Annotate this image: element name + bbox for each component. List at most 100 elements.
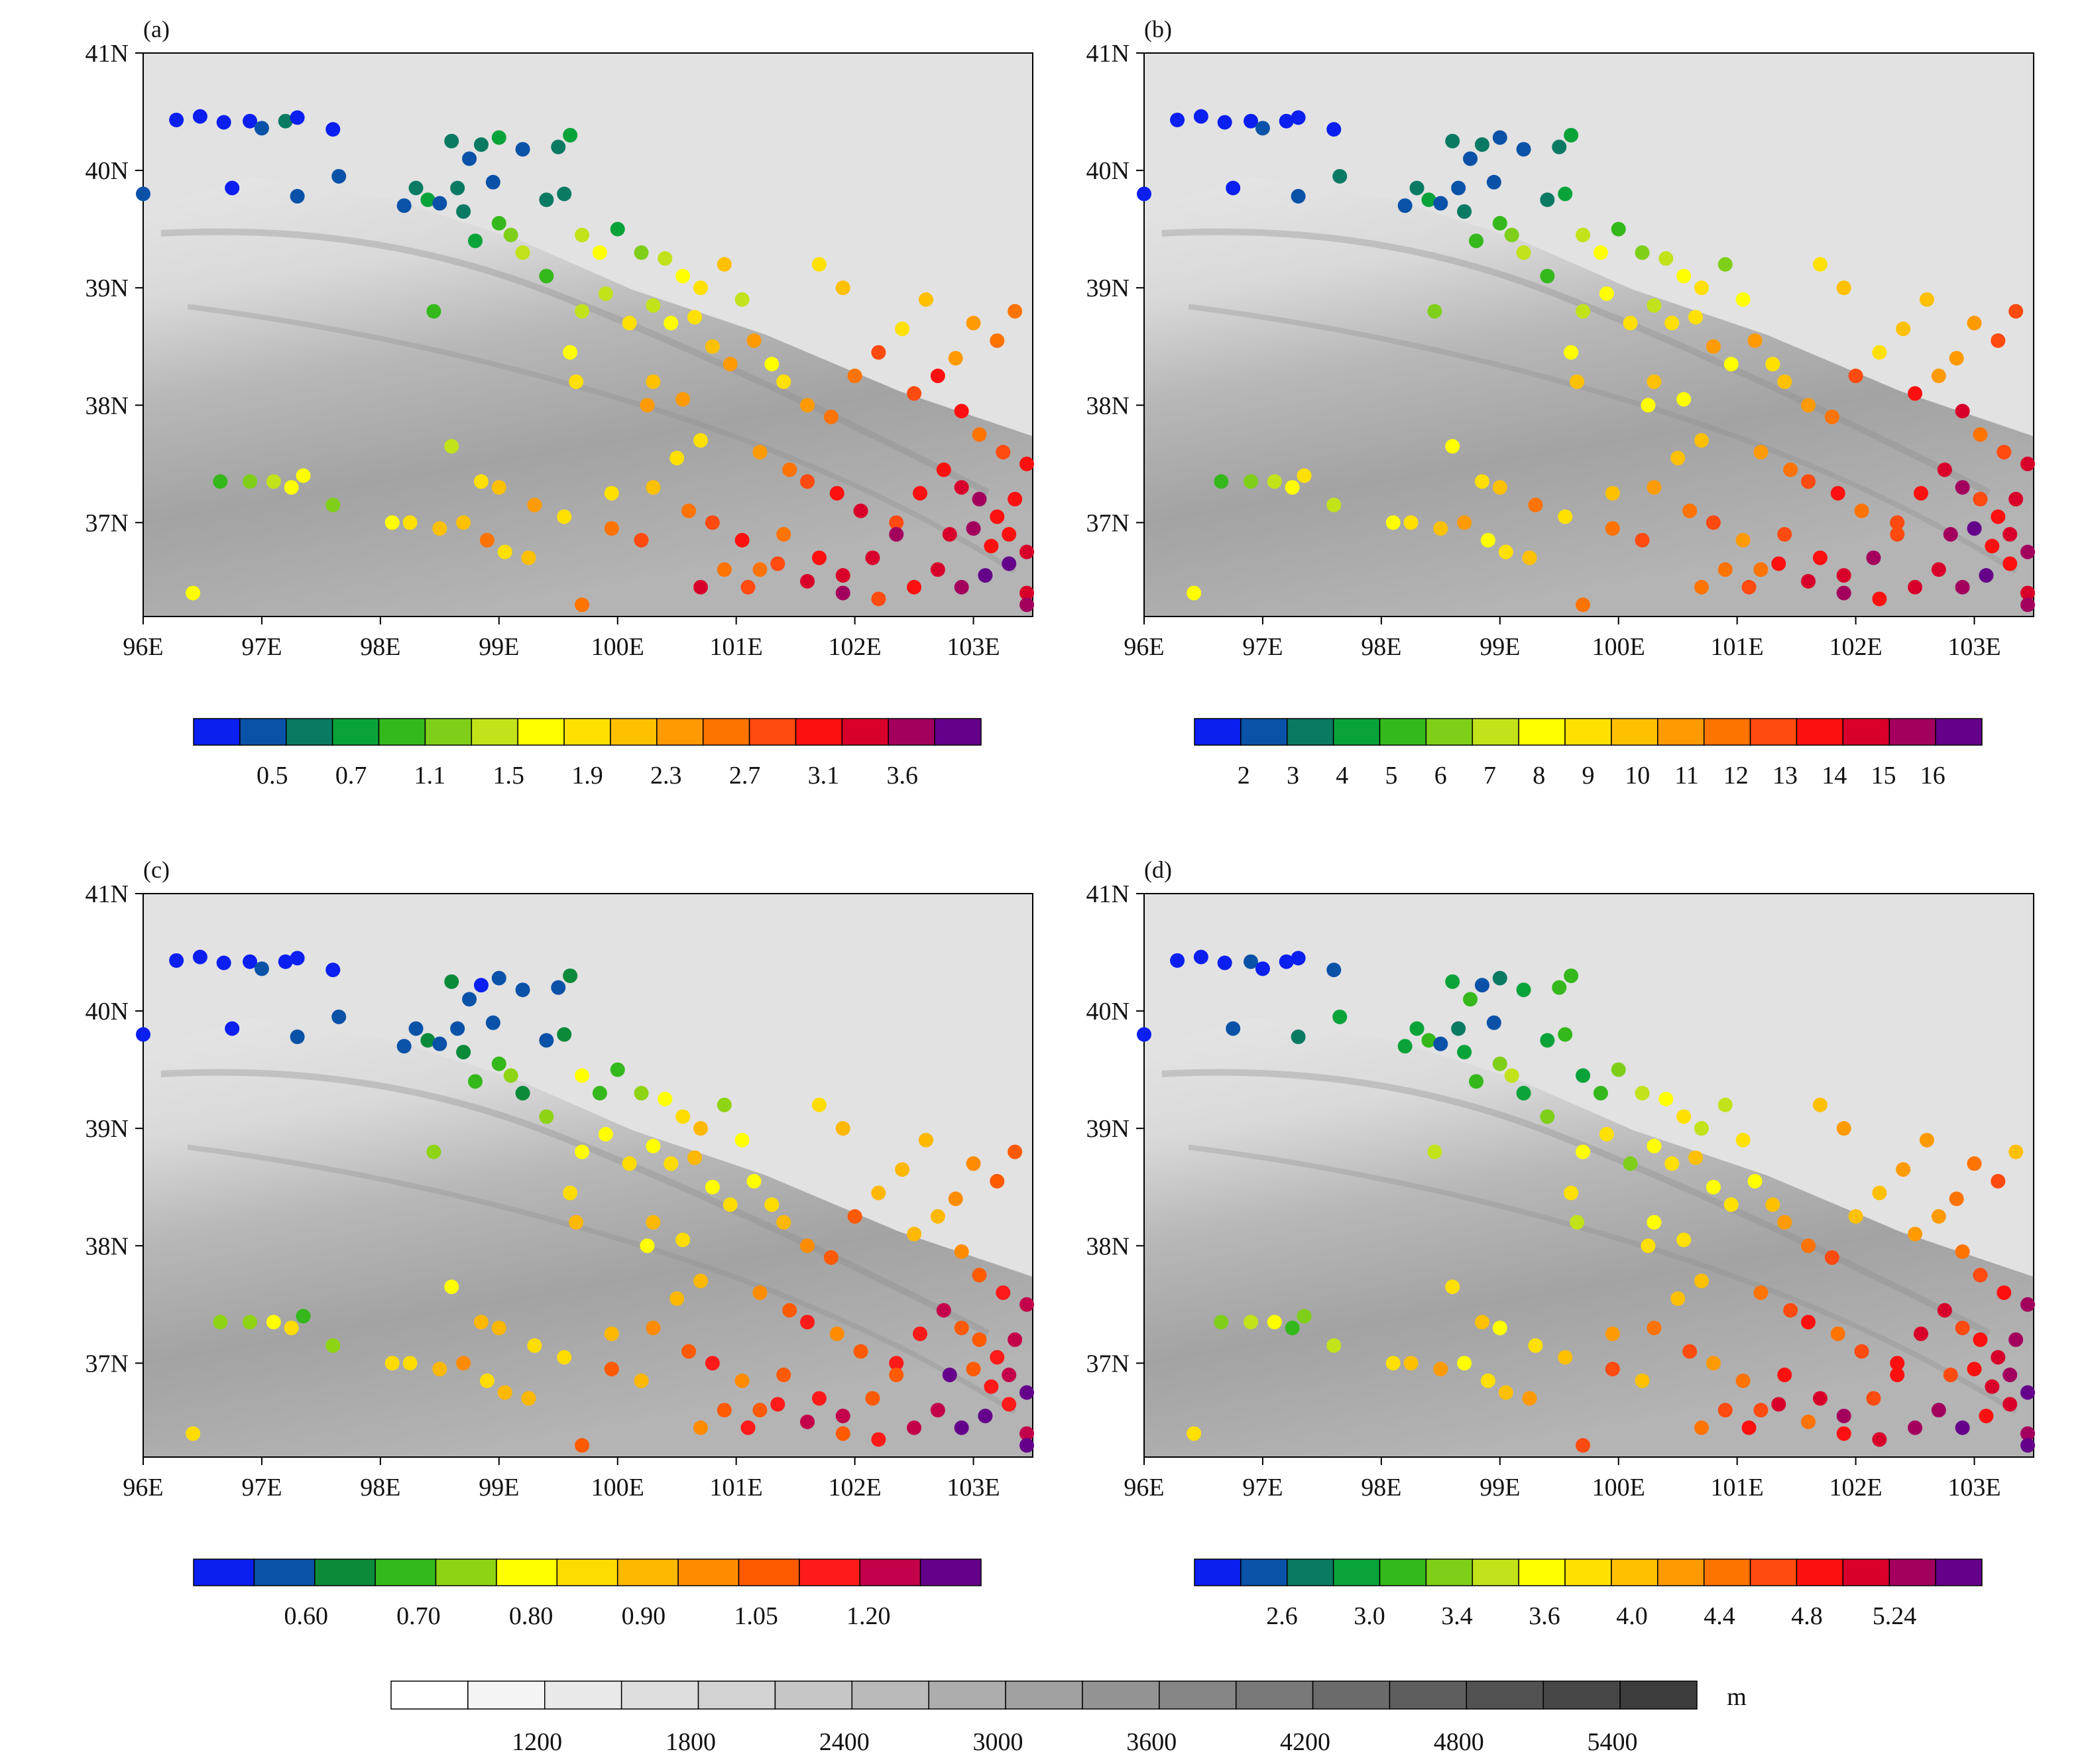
- station-point: [456, 1356, 471, 1371]
- station-point: [444, 1279, 459, 1295]
- colorbar-swatch: [424, 718, 473, 746]
- station-point: [1836, 1409, 1851, 1424]
- station-point: [776, 374, 791, 389]
- station-point: [1694, 433, 1709, 448]
- lat-tick-label: 37N: [1086, 1350, 1130, 1378]
- station-point: [1019, 544, 1035, 559]
- station-point: [930, 562, 945, 577]
- station-point: [835, 568, 850, 583]
- station-point: [948, 351, 963, 366]
- station-point: [266, 474, 281, 489]
- station-point: [1872, 345, 1887, 360]
- station-point: [1214, 474, 1229, 489]
- colorbar-swatch: [799, 1558, 860, 1586]
- station-point: [325, 1338, 341, 1353]
- station-point: [1279, 954, 1294, 969]
- map-frame: [143, 52, 1033, 617]
- colorbar-label: 1.05: [734, 1602, 778, 1630]
- station-point: [243, 113, 258, 129]
- station-point: [527, 1338, 542, 1353]
- station-point: [752, 562, 768, 577]
- station-point: [296, 468, 311, 483]
- colorbar-swatch: [435, 1558, 497, 1586]
- station-point: [640, 1238, 655, 1254]
- station-point: [575, 1438, 590, 1453]
- station-point: [1801, 1414, 1816, 1429]
- elevation-swatch: [1619, 1680, 1698, 1710]
- station-point: [723, 357, 738, 372]
- station-point: [1433, 1036, 1448, 1051]
- station-point: [889, 1356, 904, 1371]
- station-point: [278, 113, 293, 129]
- panel-label: (d): [1144, 856, 1172, 883]
- colorbar-swatch: [934, 718, 982, 746]
- station-point: [497, 1385, 512, 1400]
- station-point: [1427, 1144, 1442, 1159]
- station-point: [1474, 474, 1489, 489]
- station-point: [1451, 180, 1466, 196]
- colorbar-label: 1.20: [846, 1602, 891, 1630]
- lon-tick-label: 103E: [947, 633, 1000, 661]
- station-point: [734, 532, 750, 548]
- station-point: [776, 1368, 791, 1383]
- station-point: [169, 112, 184, 127]
- station-point: [664, 316, 679, 331]
- station-point: [610, 1062, 625, 1077]
- panel-label: (c): [143, 856, 170, 883]
- station-point: [1522, 550, 1537, 565]
- station-point: [325, 497, 341, 512]
- station-point: [1937, 462, 1952, 477]
- lon-tick-label: 99E: [479, 633, 519, 661]
- station-point: [266, 1315, 281, 1330]
- station-point: [622, 316, 637, 331]
- station-point: [1137, 1027, 1151, 1042]
- station-point: [1498, 1385, 1513, 1400]
- station-point: [1593, 1086, 1608, 1101]
- colorbar-swatch: [378, 718, 426, 746]
- map-panel-d: (d) 96E 97E 98E 99E 100E 101E 102E 103E 41N 40N 39N…: [1086, 856, 2036, 1501]
- elevation-unit: m: [1727, 1683, 1747, 1711]
- station-point: [1445, 974, 1460, 989]
- station-point: [1664, 1156, 1680, 1171]
- colorbar-label: 4: [1336, 762, 1348, 790]
- station-point: [1008, 1332, 1023, 1347]
- colorbar-swatch: [702, 718, 750, 746]
- lon-tick-label: 100E: [591, 1474, 644, 1501]
- station-point: [1226, 180, 1241, 196]
- station-point: [563, 1185, 578, 1201]
- colorbar-swatch: [1749, 1558, 1798, 1586]
- colorbar-swatch: [738, 1558, 800, 1586]
- station-point: [1611, 1062, 1626, 1077]
- station-point: [835, 280, 850, 296]
- station-point: [1297, 468, 1312, 483]
- elevation-swatch: [928, 1680, 1006, 1710]
- station-point: [2008, 1332, 2024, 1347]
- station-point: [1741, 1420, 1757, 1435]
- station-point: [1433, 1362, 1448, 1377]
- station-point: [1540, 1033, 1555, 1048]
- colorbar-label: 3.4: [1441, 1602, 1473, 1630]
- station-point: [1812, 1097, 1827, 1112]
- station-point: [1836, 1426, 1851, 1441]
- station-point: [990, 1173, 1005, 1189]
- station-point: [1576, 304, 1591, 319]
- station-point: [1717, 1403, 1733, 1418]
- colorbar-label: 0.5: [257, 762, 288, 790]
- station-point: [1019, 1385, 1035, 1400]
- station-point: [1688, 1150, 1704, 1165]
- station-point: [978, 1409, 993, 1424]
- colorbar-swatch: [1332, 718, 1381, 746]
- station-point: [948, 1191, 963, 1206]
- lon-tick-label: 101E: [1711, 1474, 1764, 1501]
- station-point: [823, 409, 839, 424]
- station-point: [1599, 1127, 1614, 1142]
- station-point: [1623, 316, 1638, 331]
- station-point: [284, 480, 299, 495]
- elevation-swatch: [1312, 1680, 1391, 1710]
- station-point: [1558, 1350, 1573, 1365]
- lon-tick-label: 98E: [360, 1474, 400, 1501]
- station-point: [1332, 1009, 1348, 1024]
- station-point: [734, 1373, 750, 1388]
- colorbar-swatch: [1657, 718, 1705, 746]
- station-point: [907, 1226, 922, 1242]
